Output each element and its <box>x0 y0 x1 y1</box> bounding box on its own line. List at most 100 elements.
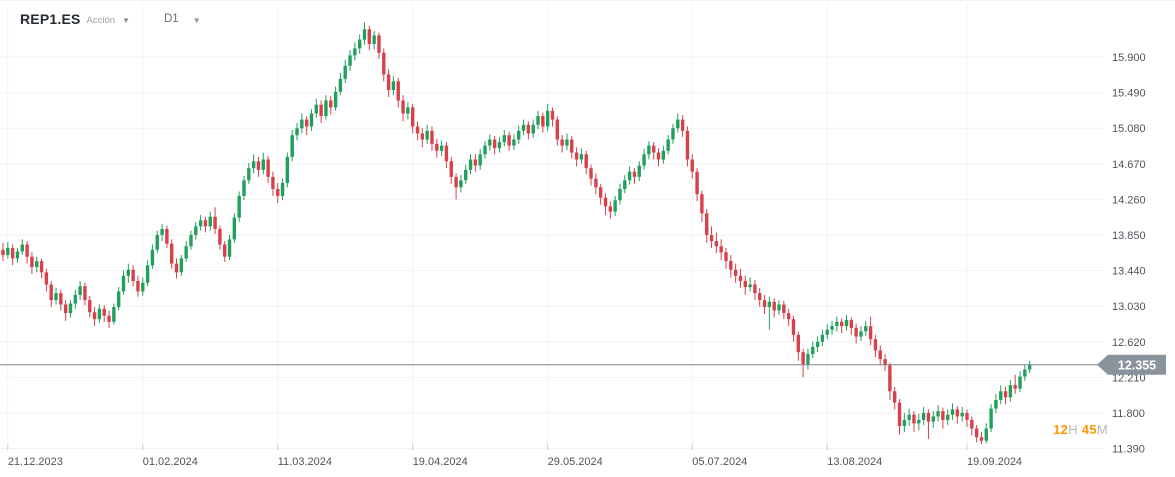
countdown-hours: 12 <box>1053 422 1069 437</box>
candle-body <box>271 176 275 189</box>
candle <box>512 134 516 150</box>
candle <box>970 416 974 436</box>
candle <box>454 173 458 200</box>
candle-body <box>878 350 882 360</box>
candle <box>420 128 425 148</box>
candle <box>642 149 646 170</box>
candle <box>550 107 555 127</box>
candle-body <box>415 126 420 134</box>
candle <box>54 287 58 305</box>
x-axis-label: 05.07.2024 <box>692 456 747 468</box>
candle-body <box>25 244 29 257</box>
candle <box>714 232 719 254</box>
candle <box>767 296 772 330</box>
candle <box>189 230 193 250</box>
timeframe-selector[interactable]: D1 <box>163 13 179 25</box>
candle-body <box>280 182 285 196</box>
candle <box>777 300 781 315</box>
candle <box>637 161 641 182</box>
candle <box>574 147 579 167</box>
timeframe-dropdown-caret-icon[interactable]: ▼ <box>192 15 201 25</box>
candle-body <box>917 419 921 424</box>
candle-body <box>796 334 800 353</box>
candle-body <box>839 321 844 327</box>
candle <box>907 408 911 426</box>
candle-body <box>435 143 439 151</box>
candle <box>116 287 121 311</box>
candle-body <box>30 256 34 268</box>
candle-body <box>420 133 425 140</box>
candle <box>280 178 285 201</box>
candle-body <box>994 399 998 409</box>
candle-body <box>348 55 352 66</box>
candle-body <box>555 119 559 140</box>
candle-body <box>227 239 232 257</box>
candle-body <box>49 284 53 301</box>
candle <box>203 216 208 233</box>
candle <box>121 270 126 295</box>
candle-body <box>685 130 690 160</box>
candle-body <box>35 261 39 268</box>
symbol-label[interactable]: REP1.ES <box>20 11 81 27</box>
candle <box>367 25 372 51</box>
candle <box>382 48 386 82</box>
candle-body <box>97 308 102 320</box>
candle-body <box>989 408 993 429</box>
candle <box>955 405 960 424</box>
candle <box>931 411 935 428</box>
candle <box>825 324 829 340</box>
candle <box>478 149 482 170</box>
candle <box>835 316 839 332</box>
candle-body <box>483 145 487 155</box>
candle <box>844 314 849 331</box>
candle-body <box>618 188 622 201</box>
candle <box>170 239 174 269</box>
candle <box>483 141 487 159</box>
candle-body <box>478 154 482 166</box>
candle <box>319 100 323 124</box>
symbol-dropdown-caret-icon[interactable]: ▼ <box>122 15 130 25</box>
candle <box>598 183 603 205</box>
candle <box>488 134 492 151</box>
candle-body <box>304 119 309 127</box>
candle-body <box>786 313 791 320</box>
candle-body <box>521 124 526 131</box>
candle-body <box>198 220 203 227</box>
candle <box>507 131 511 151</box>
candle <box>155 230 159 254</box>
candle-body <box>762 300 767 308</box>
x-axis-label: 21.12.2023 <box>8 456 63 468</box>
candle-body <box>603 197 608 207</box>
candle <box>579 148 584 164</box>
candle <box>536 110 540 130</box>
candle <box>652 142 656 160</box>
candle <box>276 182 280 203</box>
candle <box>531 119 535 138</box>
y-axis-label: 15.900 <box>1112 52 1146 64</box>
candle-body <box>44 272 49 285</box>
candle <box>444 142 449 169</box>
candle-body <box>396 81 400 101</box>
candles-layer <box>1 22 1032 445</box>
candle <box>1013 374 1017 394</box>
candle-body <box>560 139 564 146</box>
candle-body <box>73 294 77 304</box>
candle-countdown: 12H 45M <box>1053 422 1108 437</box>
candle <box>859 326 863 341</box>
candle-body <box>512 139 516 146</box>
candle-body <box>623 180 627 189</box>
candle <box>1 242 5 262</box>
candle <box>324 95 328 120</box>
candle-body <box>753 284 757 294</box>
y-axis-label: 15.080 <box>1112 123 1146 135</box>
candle <box>459 175 463 193</box>
candle-body <box>984 428 988 441</box>
candle <box>430 126 434 151</box>
candle <box>10 244 15 266</box>
candle <box>994 393 998 413</box>
candle <box>521 119 526 136</box>
candle-body <box>237 195 241 218</box>
candle <box>917 413 921 431</box>
candle-body <box>1 249 5 255</box>
